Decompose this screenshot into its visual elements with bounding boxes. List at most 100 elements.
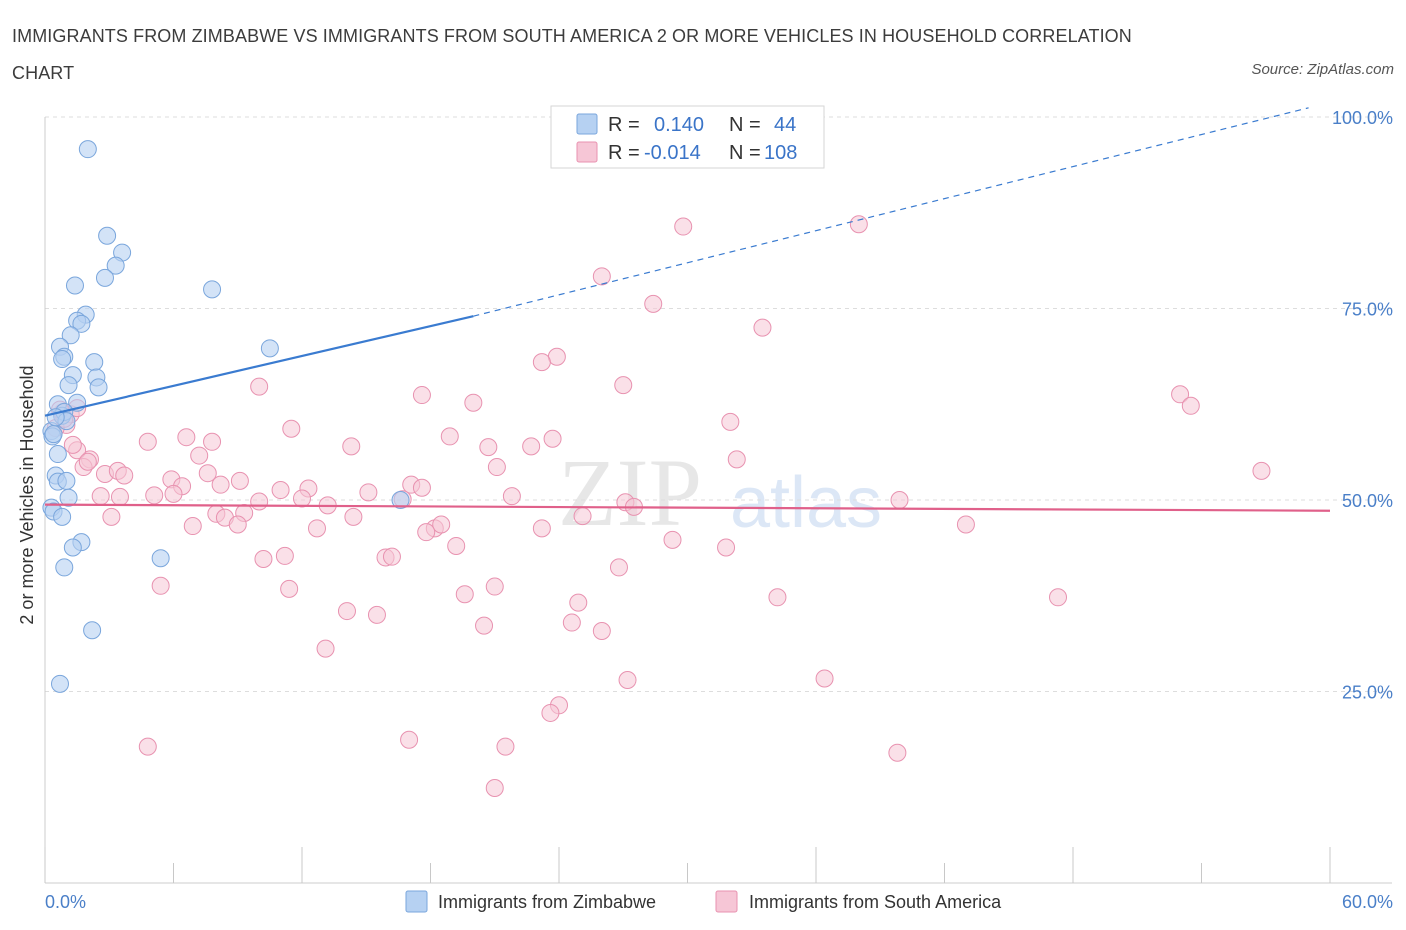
stats-n-value-south-america: 108 xyxy=(764,142,797,164)
point-south-america-43 xyxy=(110,487,129,506)
stats-n-label-2: N = xyxy=(729,142,761,164)
stats-r-label-2: R = xyxy=(608,142,640,164)
y-tick-label-75: 75.0% xyxy=(1342,300,1393,320)
point-south-america-2 xyxy=(592,267,611,286)
legend-swatch-south-america xyxy=(715,890,738,913)
stats-swatch-zimbabwe xyxy=(576,113,598,135)
point-south-america-37 xyxy=(271,481,290,500)
point-zimbabwe-32 xyxy=(59,488,78,507)
point-south-america-91 xyxy=(815,669,834,688)
point-south-america-64 xyxy=(432,515,451,534)
point-south-america-48 xyxy=(359,483,378,502)
point-south-america-96 xyxy=(496,737,515,756)
point-south-america-20 xyxy=(479,438,498,457)
point-south-america-19 xyxy=(342,437,361,456)
point-south-america-95 xyxy=(400,730,419,749)
chart-title: IMMIGRANTS FROM ZIMBABWE VS IMMIGRANTS F… xyxy=(12,26,1132,83)
point-south-america-8 xyxy=(250,377,269,396)
point-south-america-106 xyxy=(63,435,82,454)
point-south-america-0 xyxy=(674,217,693,236)
point-south-america-45 xyxy=(164,484,183,503)
point-south-america-22 xyxy=(543,429,562,448)
point-zimbabwe-31 xyxy=(57,471,76,490)
tick-labels: 25.0% 50.0% 75.0% 100.0% 0.0% 60.0% xyxy=(45,108,1393,912)
point-south-america-82 xyxy=(768,588,787,607)
y-tick-label-50: 50.0% xyxy=(1342,491,1393,511)
point-south-america-70 xyxy=(717,538,736,557)
point-south-america-79 xyxy=(455,585,474,604)
point-south-america-88 xyxy=(592,621,611,640)
point-south-america-18 xyxy=(203,432,222,451)
point-south-america-107 xyxy=(78,452,97,471)
point-south-america-14 xyxy=(282,419,301,438)
point-south-america-62 xyxy=(344,507,363,526)
point-south-america-85 xyxy=(367,605,386,624)
point-zimbabwe-19 xyxy=(89,378,108,397)
point-south-america-35 xyxy=(230,471,249,490)
point-south-america-12 xyxy=(1181,396,1200,415)
point-south-america-68 xyxy=(663,530,682,549)
point-zimbabwe-10 xyxy=(61,326,80,345)
x-tick-label-min: 0.0% xyxy=(45,892,86,912)
y-axis-title: 2 or more Vehicles in Household xyxy=(17,365,37,624)
point-zimbabwe-6 xyxy=(65,276,84,295)
point-south-america-66 xyxy=(532,519,551,538)
point-zimbabwe-36 xyxy=(53,507,72,526)
legend-swatch-zimbabwe xyxy=(405,890,428,913)
watermark-atlas: atlas xyxy=(730,463,882,543)
point-zimbabwe-42 xyxy=(50,674,69,693)
point-south-america-7 xyxy=(614,376,633,395)
point-south-america-4 xyxy=(753,318,772,337)
point-south-america-53 xyxy=(890,491,909,509)
stats-legend: R = 0.140 N = 44 R = -0.014 N = 108 xyxy=(550,105,825,169)
point-south-america-90 xyxy=(618,671,637,690)
point-zimbabwe-0 xyxy=(78,140,97,159)
point-south-america-72 xyxy=(254,549,273,568)
point-zimbabwe-41 xyxy=(83,621,102,640)
point-south-america-11 xyxy=(1171,385,1190,404)
point-south-america-84 xyxy=(337,602,356,621)
y-tick-label-100: 100.0% xyxy=(1332,108,1393,128)
point-zimbabwe-9 xyxy=(72,314,91,333)
point-zimbabwe-5 xyxy=(203,280,222,299)
point-south-america-98 xyxy=(485,779,504,798)
point-south-america-83 xyxy=(1049,588,1068,607)
stats-swatch-south-america xyxy=(576,141,598,163)
point-zimbabwe-11 xyxy=(260,339,279,358)
point-zimbabwe-38 xyxy=(63,538,82,557)
point-south-america-60 xyxy=(228,515,247,534)
series-south-america-points xyxy=(46,215,1271,798)
point-south-america-56 xyxy=(183,517,202,536)
point-south-america-24 xyxy=(727,450,746,469)
point-south-america-87 xyxy=(562,613,581,632)
stats-r-value-zimbabwe: 0.140 xyxy=(654,114,704,136)
point-south-america-9 xyxy=(412,386,431,405)
point-zimbabwe-27 xyxy=(44,425,63,444)
bottom-legend: Immigrants from Zimbabwe Immigrants from… xyxy=(405,890,1002,913)
point-south-america-3 xyxy=(644,294,663,313)
point-zimbabwe-14 xyxy=(53,350,72,369)
point-zimbabwe-1 xyxy=(98,226,117,245)
point-south-america-30 xyxy=(115,466,134,485)
series-zimbabwe-points xyxy=(42,140,410,693)
point-south-america-97 xyxy=(888,743,907,762)
point-south-america-36 xyxy=(211,475,230,494)
point-south-america-41 xyxy=(250,492,269,511)
point-south-america-6 xyxy=(532,353,551,372)
point-south-america-31 xyxy=(198,464,217,483)
point-south-america-50 xyxy=(502,487,521,506)
source-label: Source: ZipAtlas.com xyxy=(1251,61,1394,78)
point-south-america-94 xyxy=(138,737,157,756)
x-tick-label-max: 60.0% xyxy=(1342,892,1393,912)
point-zimbabwe-33 xyxy=(391,491,410,509)
y-tick-label-25: 25.0% xyxy=(1342,683,1393,703)
point-south-america-15 xyxy=(440,427,459,446)
trend-line-zimbabwe xyxy=(44,315,474,417)
stats-r-value-south-america: -0.014 xyxy=(644,142,701,164)
point-south-america-78 xyxy=(280,579,299,598)
point-south-america-93 xyxy=(541,703,560,722)
point-south-america-17 xyxy=(138,432,157,451)
point-south-america-5 xyxy=(547,347,566,366)
trend-line-south-america xyxy=(44,503,1331,512)
trend-lines xyxy=(44,107,1331,512)
